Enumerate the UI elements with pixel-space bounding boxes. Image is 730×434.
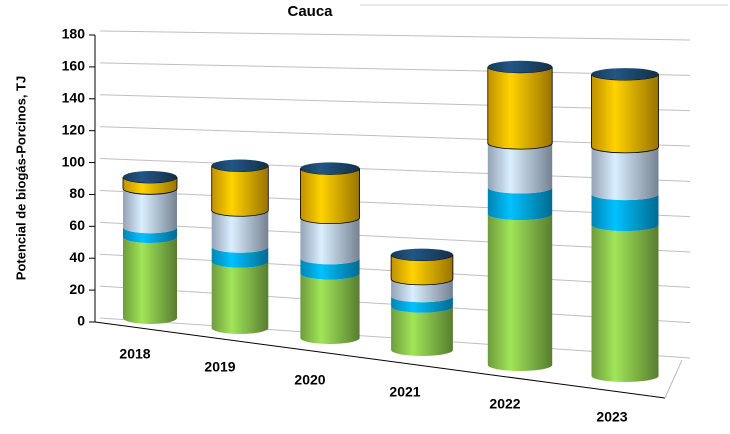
bar-segment xyxy=(591,73,659,154)
bar-segment xyxy=(211,165,269,217)
bar-cap xyxy=(211,159,269,172)
y-tick-label: 40 xyxy=(69,249,85,265)
floor-right xyxy=(664,359,683,399)
y-tick-label: 180 xyxy=(62,26,86,42)
grid-line xyxy=(99,30,691,41)
bar-segment xyxy=(123,227,177,243)
y-tick-label: 20 xyxy=(69,281,85,297)
bar-segment xyxy=(591,146,659,201)
bar-segment xyxy=(487,66,553,150)
bar-cap xyxy=(123,170,177,183)
bar-segment xyxy=(300,273,360,344)
y-tick-label: 120 xyxy=(62,121,86,137)
y-tick-label: 160 xyxy=(62,58,86,74)
x-tick-label: 2018 xyxy=(119,346,150,362)
bar-segment xyxy=(591,194,659,232)
bar-segment xyxy=(487,143,553,194)
x-tick-label: 2023 xyxy=(596,409,627,425)
bar-segment xyxy=(123,188,177,234)
bar-segment xyxy=(391,306,453,356)
bar-cap xyxy=(487,60,553,73)
bar-segment xyxy=(300,217,360,265)
bar-segment xyxy=(300,258,360,280)
bar-cap xyxy=(300,162,360,175)
y-tick-label: 140 xyxy=(62,89,86,105)
x-tick-label: 2021 xyxy=(389,384,420,400)
x-tick-label: 2019 xyxy=(204,359,235,375)
chart-title: Cauca xyxy=(287,3,333,20)
bar-segment xyxy=(391,296,453,313)
bar-cap xyxy=(591,68,659,81)
bar-segment xyxy=(390,254,454,286)
bar-segment xyxy=(487,214,553,371)
y-axis-label: Potencial de biogás-Porcinos, TJ xyxy=(13,76,28,280)
x-tick-label: 2022 xyxy=(489,396,520,412)
grid-line xyxy=(99,62,691,76)
y-tick-label: 0 xyxy=(77,313,85,329)
x-axis xyxy=(94,321,666,399)
bar-segment xyxy=(591,225,659,382)
bar-segment xyxy=(211,246,269,268)
y-tick-label: 80 xyxy=(69,185,85,201)
bar-segment xyxy=(211,261,269,334)
bar-segment xyxy=(211,210,269,253)
bar-segment xyxy=(300,168,360,224)
bar-segment xyxy=(391,278,453,303)
y-tick-label: 100 xyxy=(62,153,86,169)
x-tick-label: 2020 xyxy=(294,372,325,388)
bar-cap xyxy=(391,248,453,261)
bar-segment xyxy=(123,236,177,324)
bar-segment xyxy=(487,187,553,221)
y-tick-label: 60 xyxy=(69,217,85,233)
